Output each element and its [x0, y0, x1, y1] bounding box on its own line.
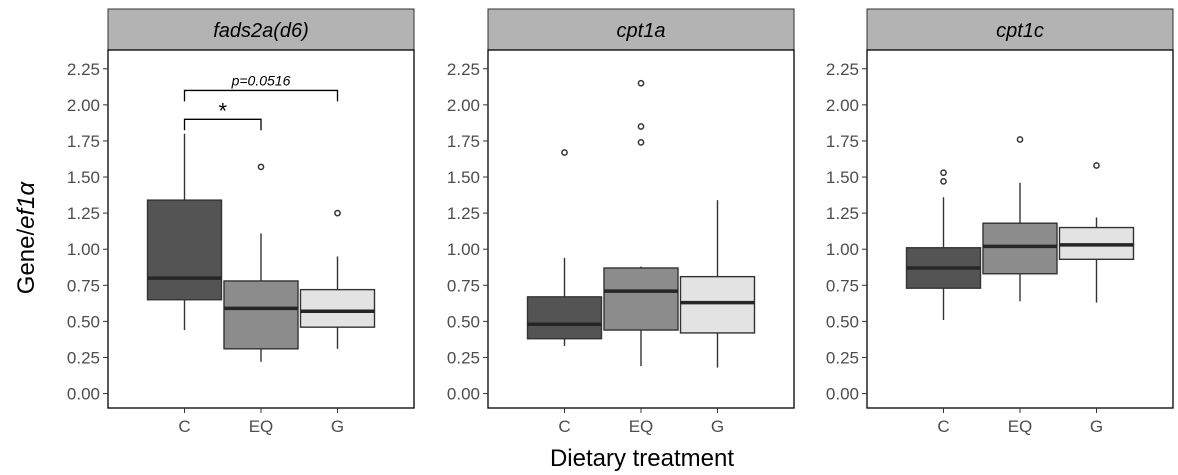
outlier-point	[940, 169, 947, 177]
y-tick-label: 0.00	[447, 385, 480, 404]
outlier-point	[561, 149, 568, 156]
panel-strip	[866, 8, 1174, 51]
x-tick-label: C	[937, 417, 949, 436]
panel-cpt1c: cpt1c 0.00 0.25 0.50 0.75 1.00 1.25 1.50 1.75 2.0…	[826, 8, 1174, 436]
outlier-point	[257, 163, 265, 171]
bracket-label: *	[218, 98, 227, 123]
y-axis-label: Gene/ef1α	[13, 180, 40, 294]
panel-title: cpt1a	[617, 20, 666, 42]
panel-title: fads2a(d6)	[213, 20, 309, 42]
box-iqr	[982, 222, 1058, 275]
panel-strip	[107, 8, 415, 51]
y-tick-label: 1.00	[826, 240, 859, 259]
outlier-point	[334, 209, 341, 217]
y-tick-label: 1.25	[67, 204, 100, 223]
box-iqr	[679, 275, 756, 334]
y-tick-label: 0.00	[67, 385, 100, 404]
significance-bracket: p=0.0516	[183, 72, 339, 102]
y-tick-label: 0.75	[67, 276, 100, 295]
box-iqr	[146, 199, 223, 301]
y-tick-label: 2.00	[447, 96, 480, 115]
box-iqr	[603, 267, 679, 331]
y-tick-label: 0.25	[447, 348, 480, 367]
box-EQ	[982, 136, 1058, 302]
outlier-point	[1016, 136, 1024, 143]
y-tick-label: 2.25	[447, 60, 480, 79]
x-tick-label: EQ	[249, 417, 274, 436]
y-tick-label: 0.25	[67, 348, 100, 367]
bracket-label: p=0.0516	[231, 72, 291, 88]
y-tick-label: 2.00	[67, 96, 100, 115]
outlier-point	[637, 123, 645, 130]
panel-fads2a(d6): fads2a(d6) 0.00 0.25 0.50 0.75 1.00 1.25 1.50 1.…	[67, 8, 415, 436]
box-EQ	[223, 163, 299, 362]
bracket-line	[183, 118, 262, 131]
y-tick-label: 1.75	[67, 132, 100, 151]
box-G	[299, 209, 376, 349]
box-iqr	[299, 288, 376, 328]
panels: fads2a(d6) 0.00 0.25 0.50 0.75 1.00 1.25 1.50 1.…	[67, 8, 1174, 436]
y-tick-label: 0.75	[826, 276, 859, 295]
box-C	[146, 133, 223, 331]
outlier-point	[637, 79, 645, 87]
y-tick-label: 1.00	[67, 240, 100, 259]
y-axis-label-italic: ef1α	[13, 180, 40, 228]
y-tick-label: 2.25	[67, 60, 100, 79]
y-tick-label: 1.25	[826, 204, 859, 223]
y-tick-label: 0.50	[67, 312, 100, 331]
box-C	[526, 149, 603, 346]
box-G	[1058, 162, 1135, 303]
y-tick-label: 0.75	[447, 276, 480, 295]
y-tick-label: 2.25	[826, 60, 859, 79]
y-tick-label: 1.75	[826, 132, 859, 151]
x-tick-label: G	[331, 417, 344, 436]
significance-bracket: *	[183, 98, 262, 131]
box-iqr	[223, 280, 299, 350]
y-tick-label: 0.50	[826, 312, 859, 331]
x-tick-label: G	[1090, 417, 1103, 436]
bracket-line	[183, 89, 339, 102]
y-tick-label: 0.25	[826, 348, 859, 367]
y-tick-label: 0.00	[826, 385, 859, 404]
x-tick-label: C	[558, 417, 570, 436]
y-tick-label: 1.75	[447, 132, 480, 151]
x-tick-label: EQ	[629, 417, 654, 436]
outlier-point	[940, 178, 947, 185]
panel-strip	[487, 8, 795, 51]
box-EQ	[603, 79, 679, 367]
x-tick-label: C	[178, 417, 190, 436]
x-axis-label: Dietary treatment	[550, 445, 734, 472]
y-tick-label: 1.50	[67, 168, 100, 187]
outlier-point	[1093, 162, 1100, 169]
y-tick-label: 1.00	[447, 240, 480, 259]
box-C	[905, 169, 982, 320]
y-tick-label: 1.25	[447, 204, 480, 223]
panel-title: cpt1c	[996, 20, 1044, 42]
y-tick-label: 1.50	[826, 168, 859, 187]
y-axis-label-prefix: Gene/	[13, 229, 40, 295]
box-G	[679, 200, 756, 368]
outlier-point	[637, 139, 645, 146]
y-tick-label: 0.50	[447, 312, 480, 331]
y-tick-label: 1.50	[447, 168, 480, 187]
y-tick-label: 2.00	[826, 96, 859, 115]
panel-cpt1a: cpt1a 0.00 0.25 0.50 0.75 1.00 1.25 1.50 1.75 2.0…	[447, 8, 795, 436]
x-tick-label: EQ	[1008, 417, 1033, 436]
x-tick-label: G	[711, 417, 724, 436]
box-iqr	[526, 296, 603, 340]
